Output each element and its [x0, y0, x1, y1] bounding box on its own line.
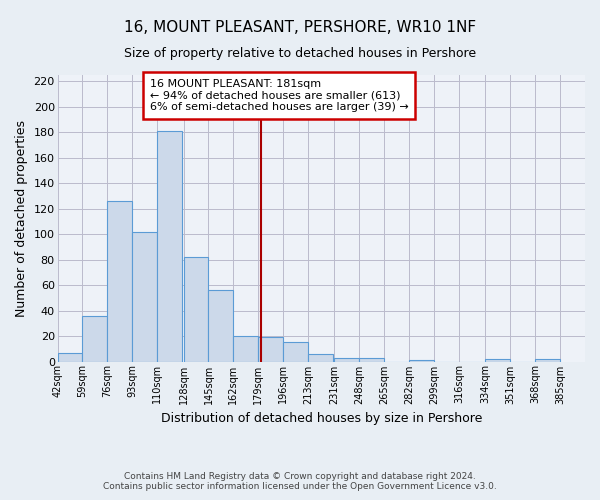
- Bar: [308, 354, 333, 362]
- Bar: [334, 358, 359, 362]
- Bar: [283, 342, 308, 361]
- X-axis label: Distribution of detached houses by size in Pershore: Distribution of detached houses by size …: [161, 412, 482, 425]
- Bar: [485, 359, 510, 362]
- Text: 16, MOUNT PLEASANT, PERSHORE, WR10 1NF: 16, MOUNT PLEASANT, PERSHORE, WR10 1NF: [124, 20, 476, 35]
- Text: Size of property relative to detached houses in Pershore: Size of property relative to detached ho…: [124, 48, 476, 60]
- Bar: [157, 131, 182, 362]
- Bar: [58, 352, 82, 362]
- Bar: [359, 358, 384, 362]
- Bar: [82, 316, 107, 362]
- Text: Contains HM Land Registry data © Crown copyright and database right 2024.: Contains HM Land Registry data © Crown c…: [124, 472, 476, 481]
- Bar: [535, 359, 560, 362]
- Bar: [184, 257, 208, 362]
- Bar: [233, 336, 258, 361]
- Bar: [107, 201, 133, 362]
- Text: 16 MOUNT PLEASANT: 181sqm
← 94% of detached houses are smaller (613)
6% of semi-: 16 MOUNT PLEASANT: 181sqm ← 94% of detac…: [150, 79, 409, 112]
- Bar: [133, 232, 157, 362]
- Bar: [208, 290, 233, 362]
- Y-axis label: Number of detached properties: Number of detached properties: [15, 120, 28, 317]
- Text: Contains public sector information licensed under the Open Government Licence v3: Contains public sector information licen…: [103, 482, 497, 491]
- Bar: [258, 338, 283, 361]
- Bar: [409, 360, 434, 362]
